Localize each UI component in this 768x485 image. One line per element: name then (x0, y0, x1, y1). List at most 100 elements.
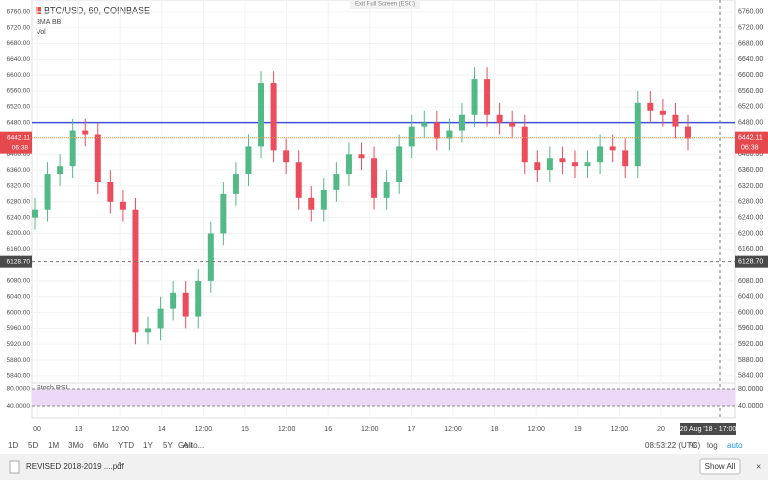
crosshair-label-left: 6128.70 (7, 258, 31, 265)
y-tick-label-left: 6600.00 (7, 72, 31, 79)
candle-body (433, 122, 440, 139)
show-all[interactable]: Show All (705, 462, 736, 471)
symbol-icon (36, 7, 41, 14)
candle-body (44, 174, 51, 210)
y-tick-label: 5840.00 (738, 373, 763, 380)
y-tick-label-left: 5920.00 (7, 341, 31, 348)
download-file[interactable]: REVISED 2018-2019 ....pdf (26, 462, 125, 471)
y-tick-label: 6160.00 (738, 246, 763, 253)
candle-body (584, 162, 591, 167)
exit-fullscreen[interactable]: Exit Full Screen (ESC) (355, 2, 415, 8)
candle-body (270, 83, 277, 151)
stoch-band (32, 388, 735, 407)
candle-body (258, 83, 265, 147)
indicator: Vol (36, 29, 46, 36)
candle-body (345, 154, 352, 175)
crosshair-time-box (680, 423, 736, 435)
crosshair-label: 6128.70 (738, 258, 763, 265)
y-tick-label: 6480.00 (738, 119, 763, 126)
y-tick-label-left: 6000.00 (7, 309, 31, 316)
range-button[interactable]: 5D (28, 441, 38, 450)
y-tick-label-left: 6360.00 (7, 167, 31, 174)
x-tick-label: 18 (491, 426, 499, 433)
range-button[interactable]: 5Y (163, 441, 173, 450)
candle-body (546, 158, 553, 171)
clock: 08:53:22 (UTC) (645, 441, 700, 450)
y-tick-label: 6640.00 (738, 56, 763, 63)
candle-body (132, 209, 139, 333)
x-tick-label: 19 (574, 426, 582, 433)
candle-body (195, 280, 202, 317)
exit-button[interactable] (350, 0, 420, 9)
x-tick-label: 12:00 (361, 426, 379, 433)
range-button[interactable]: YTD (118, 441, 134, 450)
toolbar (0, 436, 768, 452)
y-tick-label: 6000.00 (738, 309, 763, 316)
candle-body (119, 201, 126, 210)
candle-body (609, 146, 616, 151)
candle-body (471, 79, 478, 115)
range-button[interactable]: 6Mo (93, 441, 109, 450)
log[interactable]: log (707, 441, 718, 450)
candle-body (634, 102, 641, 167)
auto[interactable]: auto (727, 441, 743, 450)
y-tick-label-left: 6480.00 (7, 119, 31, 126)
close-icon[interactable]: × (756, 461, 761, 471)
candle-body (371, 158, 378, 198)
x-tick-label: 20 (657, 426, 665, 433)
candle-body (396, 146, 403, 183)
y-tick-label-left: 6720.00 (7, 24, 31, 31)
range-button[interactable]: 3Mo (68, 441, 84, 450)
candle-body (383, 182, 390, 198)
candle-body (421, 122, 428, 127)
y-tick-label-left: 6280.00 (7, 199, 31, 206)
y-tick-label-left: 6040.00 (7, 293, 31, 300)
y-tick-label: 6760.00 (738, 9, 763, 16)
chevron[interactable]: ^ (118, 461, 122, 470)
x-tick-label: 14 (158, 426, 166, 433)
range-button[interactable]: 1Y (143, 441, 153, 450)
candle-body (484, 79, 491, 115)
percent[interactable]: % (690, 441, 697, 450)
candle-body (408, 126, 415, 147)
y-tick-label: 6200.00 (738, 230, 763, 237)
y-tick-label: 6720.00 (738, 25, 763, 32)
x-tick-label: 13 (75, 426, 83, 433)
candle-body (521, 126, 528, 163)
candle-body (182, 292, 189, 317)
candle-body (107, 182, 114, 202)
range-button[interactable]: 1D (8, 441, 18, 450)
y-tick-label-left: 6200.00 (7, 230, 31, 237)
candle-body (659, 110, 666, 115)
y-tick-label-left: 6760.00 (7, 9, 31, 16)
stoch-tick-label-left: 80.0000 (7, 386, 31, 393)
candle-body (446, 130, 453, 139)
x-tick-label: 12:00 (444, 426, 462, 433)
y-tick-label: 6320.00 (738, 183, 763, 190)
countdown-left: 06:38 (12, 144, 29, 151)
stoch-tick-label-left: 40.0000 (7, 403, 31, 410)
y-tick-label: 6600.00 (738, 72, 763, 79)
y-tick-label-left: 6680.00 (7, 40, 31, 47)
range-button[interactable]: 1M (48, 441, 59, 450)
indicator: 3MA BB (36, 19, 62, 26)
candle-body (308, 197, 315, 210)
candle-body (32, 209, 38, 218)
last-price-label-left: 6442.11 (7, 134, 30, 141)
y-tick-label: 5960.00 (738, 325, 763, 332)
crosshair-box (735, 255, 768, 268)
candle-body (295, 162, 302, 198)
range-button[interactable]: All (183, 441, 192, 450)
candle-body (82, 130, 89, 135)
y-tick-label: 6520.00 (738, 104, 763, 111)
file-icon (9, 460, 20, 474)
x-tick-label: 12:00 (195, 426, 213, 433)
candle-body (672, 114, 679, 127)
y-tick-label: 6040.00 (738, 294, 763, 301)
show-all-button[interactable] (699, 458, 741, 475)
crosshair-box-left (0, 255, 32, 268)
y-tick-label-left: 6320.00 (7, 183, 31, 190)
candle-body (69, 130, 76, 167)
goto[interactable]: Go to... (178, 441, 204, 450)
